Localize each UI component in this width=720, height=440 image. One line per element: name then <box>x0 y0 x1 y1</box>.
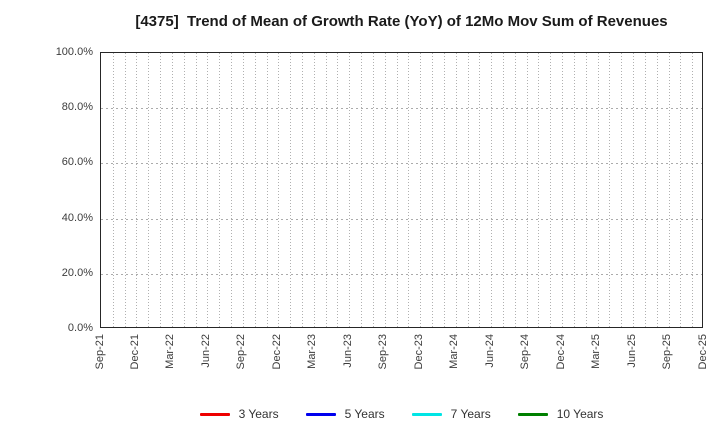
vertical-gridline <box>503 53 504 327</box>
vertical-gridline <box>621 53 623 327</box>
x-tick-label: Sep-24 <box>519 334 532 370</box>
y-tick-label: 0.0% <box>67 322 93 334</box>
x-tick-label: Jun-22 <box>199 334 212 368</box>
vertical-gridline <box>550 53 552 327</box>
vertical-gridline <box>514 53 516 327</box>
vertical-gridline <box>372 53 374 327</box>
vertical-gridline <box>680 53 682 327</box>
vertical-gridline <box>443 53 445 327</box>
vertical-gridline <box>633 53 635 327</box>
vertical-gridline <box>337 53 339 327</box>
vertical-gridline <box>124 53 126 327</box>
legend-item: 7 Years <box>411 407 491 421</box>
y-tick-label: 20.0% <box>61 266 93 279</box>
vertical-gridline <box>207 53 209 327</box>
x-tick-label: Jun-24 <box>483 334 496 368</box>
x-tick-label: Dec-25 <box>696 334 709 370</box>
vertical-gridline <box>231 53 233 327</box>
vertical-gridline <box>384 53 386 327</box>
x-tick-label: Dec-23 <box>412 334 425 370</box>
vertical-gridline <box>242 53 244 327</box>
vertical-gridline <box>278 53 280 327</box>
vertical-gridline <box>396 53 398 327</box>
y-tick-label: 60.0% <box>61 156 93 169</box>
vertical-gridline <box>526 53 528 327</box>
horizontal-gridline <box>101 218 702 220</box>
vertical-gridline <box>171 53 173 327</box>
vertical-gridline <box>692 53 694 327</box>
vertical-gridline <box>479 53 481 327</box>
vertical-gridline <box>538 53 540 327</box>
x-tick-label: Sep-21 <box>93 334 106 370</box>
vertical-gridline <box>302 53 303 327</box>
x-tick-label: Mar-25 <box>590 334 603 369</box>
vertical-gridline <box>432 53 434 327</box>
legend-item: 3 Years <box>199 407 279 421</box>
vertical-gridline <box>148 53 150 327</box>
vertical-gridline <box>219 53 221 327</box>
x-tick-label: Dec-21 <box>129 334 141 370</box>
vertical-gridline <box>112 53 114 327</box>
vertical-gridline <box>455 53 457 327</box>
vertical-gridline <box>644 53 646 327</box>
x-tick-label: Sep-25 <box>661 334 673 370</box>
horizontal-gridline <box>101 273 702 275</box>
legend-label: 7 Years <box>450 407 491 421</box>
y-tick-label: 100.0% <box>55 46 93 58</box>
x-tick-label: Dec-24 <box>554 334 567 370</box>
vertical-gridline <box>349 53 351 327</box>
y-tick-label: 40.0% <box>61 211 93 224</box>
vertical-gridline <box>668 53 670 327</box>
vertical-gridline <box>562 53 564 327</box>
vertical-gridline <box>491 53 493 327</box>
x-tick-label: Sep-23 <box>377 334 390 370</box>
legend-label: 10 Years <box>556 407 604 421</box>
x-tick-label: Mar-23 <box>306 334 319 369</box>
vertical-gridline <box>183 53 185 327</box>
x-tick-label: Dec-22 <box>270 334 283 370</box>
vertical-gridline <box>313 53 315 327</box>
legend-line-swatch <box>305 412 336 416</box>
chart-title: [4375] Trend of Mean of Growth Rate (YoY… <box>135 13 668 30</box>
vertical-gridline <box>195 53 197 327</box>
vertical-gridline <box>160 53 162 327</box>
legend-line-swatch <box>517 412 548 416</box>
x-tick-label: Mar-22 <box>164 334 177 369</box>
vertical-gridline <box>467 53 469 327</box>
vertical-gridline <box>136 53 138 327</box>
plot-area <box>100 52 703 328</box>
vertical-gridline <box>254 53 256 327</box>
vertical-gridline <box>585 53 587 327</box>
vertical-gridline <box>573 53 575 327</box>
legend-line-swatch <box>199 412 230 416</box>
legend-line-swatch <box>411 412 442 416</box>
legend-label: 3 Years <box>238 407 279 421</box>
vertical-gridline <box>290 53 292 327</box>
vertical-gridline <box>609 53 611 327</box>
x-tick-label: Jun-25 <box>625 334 638 368</box>
horizontal-gridline <box>101 108 702 110</box>
x-tick-label: Sep-22 <box>235 334 248 370</box>
vertical-gridline <box>420 53 422 327</box>
vertical-gridline <box>325 53 327 327</box>
legend-item: 5 Years <box>305 407 385 421</box>
vertical-gridline <box>597 53 599 327</box>
horizontal-gridline <box>101 163 702 165</box>
vertical-gridline <box>656 53 658 327</box>
vertical-gridline <box>408 53 410 327</box>
legend: 3 Years 5 Years 7 Years 10 Years <box>100 404 703 424</box>
legend-item: 10 Years <box>517 407 604 421</box>
x-tick-label: Mar-24 <box>448 334 461 369</box>
vertical-gridline <box>266 53 268 327</box>
legend-label: 5 Years <box>344 407 385 421</box>
y-tick-label: 80.0% <box>61 101 93 114</box>
vertical-gridline <box>361 53 363 327</box>
x-tick-label: Jun-23 <box>341 334 354 368</box>
